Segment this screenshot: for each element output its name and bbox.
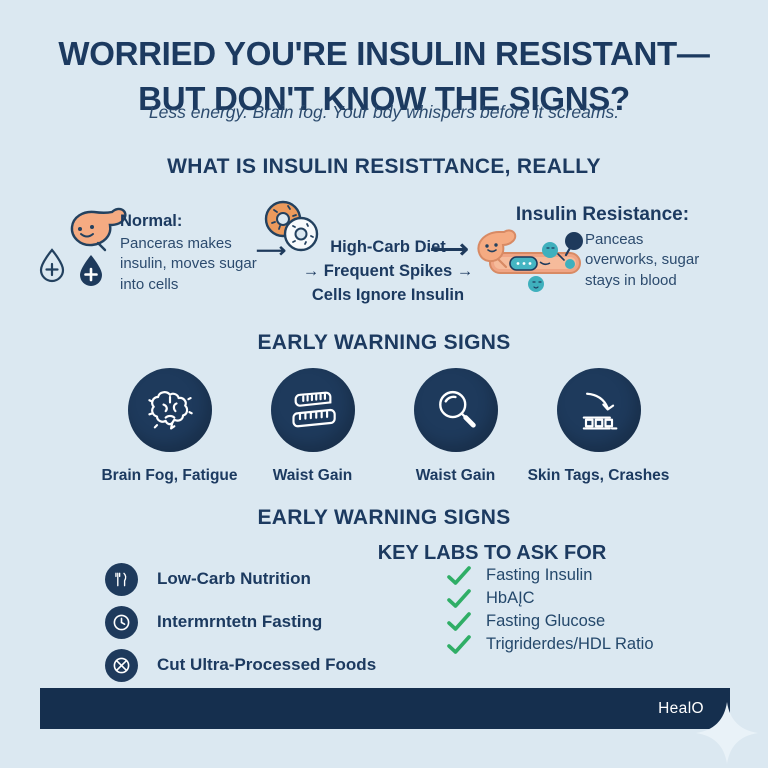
sugar-molecule-icon [565,259,575,269]
list-item: Fasting Insulin [447,565,654,585]
page-title-line2: BUT DON'T KNOW THE SIGNS? [138,79,630,117]
section-heading-warning-signs: EARLY WARNING SIGNS [257,331,511,354]
warning-sign-waist-gain-2: Waist Gain [384,368,527,485]
action-label: Intermrntetn Fasting [157,612,323,631]
high-carb-line1: High-Carb Diet [330,238,446,256]
checkmark-icon [447,565,471,585]
section-heading-what-is: WHAT IS INSULIN RESISTTANCE, REALLY [167,155,601,178]
utensils-icon [105,562,138,596]
skin-tags-icon [556,368,641,452]
sparkle-icon [696,702,758,764]
measuring-tape-icon [270,368,355,452]
section-heading-warning-signs-2: EARLY WARNING SIGNS [257,506,511,529]
donuts-illustration [264,200,319,252]
sugar-molecule-icon [542,242,558,258]
list-item: Fasting Glucose [447,611,654,631]
high-carb-line3: Cells Ignore Insulin [311,285,465,304]
checkmark-icon [447,588,471,608]
normal-label: Normal: [120,212,183,230]
brand-logo: HealO [658,699,704,717]
lab-label: Fasting Glucose [486,611,606,630]
crossed-circle-icon [105,648,138,682]
normal-description: Panceras makes insulin, moves sugar into… [120,235,257,293]
page-title: WORRIED YOU'RE INSULIN RESISTANT— BUT DO… [0,32,768,121]
lab-label: Trigriderdes/HDL Ratio [486,634,654,653]
brain-icon [127,368,212,452]
flow-arrow-1-icon: ⟶ [256,239,287,262]
section-heading-key-labs: KEY LABS TO ASK FOR [377,542,607,564]
warning-sign-skin-tags: Skin Tags, Crashes [527,368,670,485]
key-labs-list: Fasting Insulin HbAĮC Fasting Glucose Tr… [447,566,654,658]
pancreas-normal-illustration [39,207,127,286]
warning-sign-label: Brain Fog, Fatigue [101,467,238,484]
warning-sign-waist-gain: Waist Gain [241,368,384,485]
lab-label: Fasting Insulin [486,565,593,584]
insulin-droplet-filled-icon [80,255,102,286]
sugar-molecule-icon [528,276,544,292]
warning-sign-label: Skin Tags, Crashes [527,467,670,484]
high-carb-text-block: High-Carb Diet → Frequent Spikes → Cells… [288,236,488,308]
magnifier-icon [413,368,498,452]
list-item: Low-Carb Nutrition [105,562,376,596]
list-item: HbAĮC [447,588,654,608]
footer-bar: HealO [40,688,730,729]
list-item: Cut Ultra-Processed Foods [105,648,376,682]
high-carb-line2: → Frequent Spikes → [302,261,474,280]
list-item: Intermrntetn Fasting [105,605,376,639]
lab-label: HbAĮC [486,588,535,607]
resistance-description: Panceas overworks, sugar stays in blood [585,231,700,289]
flow-arrow-2-icon: ⟶ [430,234,469,264]
action-label: Low-Carb Nutrition [157,569,311,588]
action-label: Cut Ultra-Processed Foods [157,655,377,674]
warning-sign-label: Waist Gain [272,467,353,484]
warning-sign-label: Waist Gain [415,467,496,484]
flow-diagram: Normal: Panceras makes insulin, moves su… [0,196,768,311]
clock-icon [105,605,138,639]
warning-signs-row: Brain Fog, Fatigue Waist Gain [98,368,670,485]
warning-sign-brain-fog: Brain Fog, Fatigue [98,368,241,485]
pancreas-overworked-illustration [477,229,583,292]
page-title-line1: WORRIED YOU'RE INSULIN RESISTANT— [58,35,710,72]
checkmark-icon [447,611,471,631]
page-subtitle: Less energy. Brain fog. Your bdy whisper… [148,102,620,122]
list-item: Trigriderdes/HDL Ratio [447,634,654,654]
insulin-droplet-outline-icon [39,248,65,283]
checkmark-icon [447,634,471,654]
normal-text-block: Normal: Panceras makes insulin, moves su… [120,212,265,295]
resistance-label: Insulin Resistance: [515,204,690,225]
action-list: Low-Carb Nutrition Intermrntetn Fasting … [105,562,376,691]
